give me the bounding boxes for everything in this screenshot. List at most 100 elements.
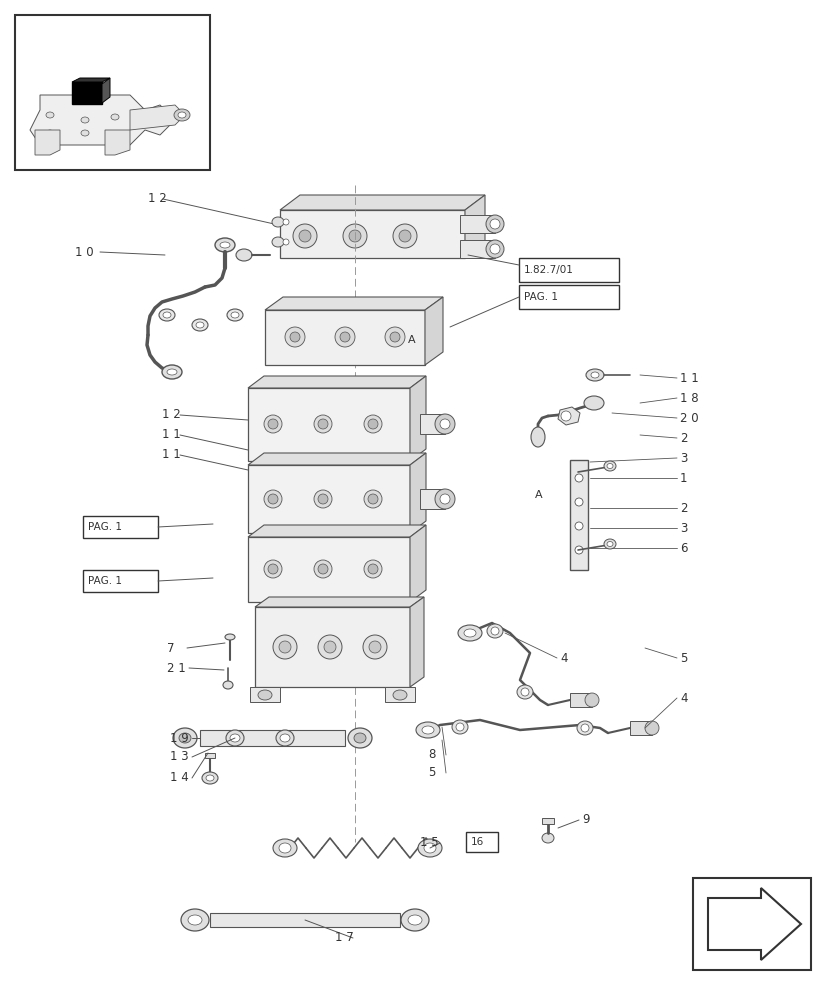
Ellipse shape	[434, 489, 455, 509]
Ellipse shape	[463, 629, 476, 637]
Text: 1 1: 1 1	[162, 428, 180, 442]
Text: 1: 1	[679, 472, 686, 485]
Bar	[629, 721, 651, 735]
Bar	[460, 215, 495, 233]
Text: 9: 9	[581, 813, 589, 826]
Ellipse shape	[236, 249, 251, 261]
Ellipse shape	[268, 564, 278, 574]
Ellipse shape	[293, 224, 317, 248]
Ellipse shape	[318, 419, 327, 429]
Text: 1 2: 1 2	[148, 192, 166, 206]
Text: 2 0: 2 0	[679, 412, 698, 424]
Ellipse shape	[299, 230, 311, 242]
Ellipse shape	[220, 242, 230, 248]
Ellipse shape	[590, 372, 598, 378]
Ellipse shape	[206, 775, 213, 781]
Ellipse shape	[227, 309, 242, 321]
Ellipse shape	[280, 734, 289, 742]
Ellipse shape	[574, 546, 582, 554]
Bar	[419, 414, 444, 434]
Ellipse shape	[415, 722, 439, 738]
Ellipse shape	[581, 724, 588, 732]
Ellipse shape	[173, 728, 197, 748]
Bar	[466, 832, 497, 852]
Polygon shape	[102, 78, 110, 103]
Text: 2: 2	[679, 432, 686, 444]
Bar	[83, 516, 158, 538]
Ellipse shape	[226, 730, 244, 746]
Ellipse shape	[230, 734, 240, 742]
Polygon shape	[265, 297, 442, 310]
Bar	[692, 878, 810, 970]
Ellipse shape	[583, 396, 603, 410]
Polygon shape	[465, 195, 485, 258]
Text: 1 2: 1 2	[162, 408, 180, 422]
Ellipse shape	[390, 332, 399, 342]
Text: 1 8: 1 8	[679, 391, 698, 404]
Text: 5: 5	[428, 766, 435, 779]
Ellipse shape	[542, 833, 553, 843]
Ellipse shape	[385, 327, 404, 347]
Ellipse shape	[342, 224, 366, 248]
Polygon shape	[280, 195, 485, 210]
Ellipse shape	[574, 498, 582, 506]
Ellipse shape	[490, 627, 499, 635]
Ellipse shape	[111, 114, 119, 120]
Bar	[210, 913, 399, 927]
Text: 1 4: 1 4	[170, 771, 189, 784]
Ellipse shape	[313, 415, 332, 433]
Ellipse shape	[46, 112, 54, 118]
Ellipse shape	[188, 915, 202, 925]
Ellipse shape	[644, 721, 658, 735]
Ellipse shape	[369, 641, 380, 653]
Text: 2: 2	[679, 502, 686, 514]
Polygon shape	[409, 453, 425, 533]
Text: 2 1: 2 1	[167, 662, 185, 674]
Text: 1.82.7/01: 1.82.7/01	[523, 265, 573, 275]
Bar	[280, 210, 465, 258]
Ellipse shape	[434, 414, 455, 434]
Ellipse shape	[490, 244, 500, 254]
Ellipse shape	[181, 909, 208, 931]
Polygon shape	[557, 407, 579, 425]
Text: 3: 3	[679, 452, 686, 464]
Text: 5: 5	[679, 652, 686, 664]
Bar	[542, 818, 553, 824]
Ellipse shape	[283, 239, 289, 245]
Ellipse shape	[81, 117, 88, 123]
Text: 1 9: 1 9	[170, 732, 189, 744]
Polygon shape	[248, 525, 425, 537]
Polygon shape	[35, 130, 60, 155]
Text: 1 3: 1 3	[170, 750, 189, 764]
Ellipse shape	[603, 461, 615, 471]
Ellipse shape	[364, 490, 381, 508]
Bar	[255, 607, 409, 687]
Polygon shape	[248, 376, 425, 388]
Polygon shape	[255, 597, 423, 607]
Ellipse shape	[348, 230, 361, 242]
Ellipse shape	[279, 641, 290, 653]
Bar	[569, 460, 587, 570]
Ellipse shape	[289, 332, 299, 342]
Ellipse shape	[347, 728, 371, 748]
Text: 1 0: 1 0	[75, 245, 93, 258]
Ellipse shape	[163, 312, 171, 318]
Ellipse shape	[179, 733, 191, 743]
Ellipse shape	[81, 130, 88, 136]
Ellipse shape	[530, 427, 544, 447]
Ellipse shape	[485, 240, 504, 258]
Ellipse shape	[264, 490, 282, 508]
Text: 16: 16	[471, 837, 484, 847]
Polygon shape	[424, 297, 442, 365]
Ellipse shape	[264, 560, 282, 578]
Ellipse shape	[490, 219, 500, 229]
Bar	[248, 465, 409, 533]
Bar	[569, 693, 591, 707]
Text: PAG. 1: PAG. 1	[88, 522, 122, 532]
Ellipse shape	[192, 319, 208, 331]
Text: 8: 8	[428, 748, 435, 762]
Ellipse shape	[323, 641, 336, 653]
Text: 1 5: 1 5	[419, 836, 438, 849]
Ellipse shape	[399, 230, 410, 242]
Ellipse shape	[313, 560, 332, 578]
